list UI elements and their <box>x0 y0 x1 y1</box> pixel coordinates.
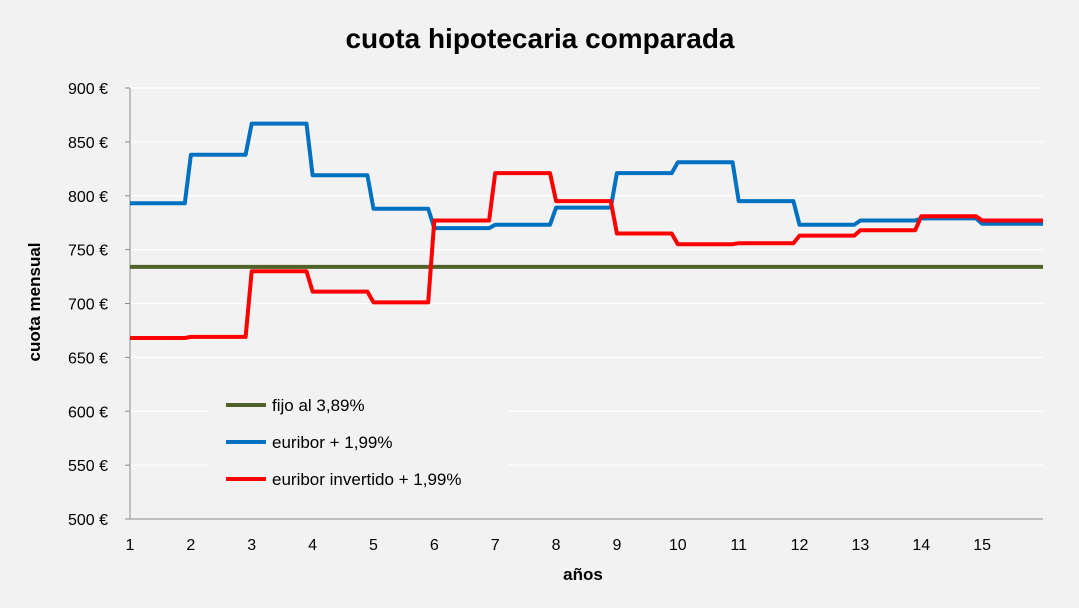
y-tick-label: 500 € <box>68 512 108 529</box>
x-tick-label: 6 <box>430 537 439 554</box>
x-tick-label: 1 <box>126 537 135 554</box>
x-tick-label: 5 <box>369 537 378 554</box>
series-line-1 <box>130 121 1043 231</box>
series-line-2 <box>130 171 1043 340</box>
legend-label: fijo al 3,89% <box>272 396 365 415</box>
chart-title: cuota hipotecaria comparada <box>345 23 734 54</box>
y-tick-label: 900 € <box>68 81 108 98</box>
x-tick-label: 13 <box>852 537 870 554</box>
legend-label: euribor + 1,99% <box>272 433 393 452</box>
x-tick-label: 9 <box>612 537 621 554</box>
x-tick-label: 3 <box>247 537 256 554</box>
x-axis-title: años <box>563 565 603 584</box>
x-tick-label: 2 <box>186 537 195 554</box>
y-tick-label: 700 € <box>68 297 108 314</box>
y-tick-label: 800 € <box>68 189 108 206</box>
x-tick-label: 15 <box>973 537 991 554</box>
legend: fijo al 3,89% euribor + 1,99% euribor inve… <box>208 386 508 500</box>
y-tick-label: 650 € <box>68 350 108 367</box>
y-tick-label: 600 € <box>68 404 108 421</box>
y-tick-label: 850 € <box>68 135 108 152</box>
x-tick-label: 4 <box>308 537 317 554</box>
x-tick-label: 12 <box>791 537 809 554</box>
y-axis-title: cuota mensual <box>25 242 44 361</box>
x-tick-label: 10 <box>669 537 687 554</box>
x-tick-label: 14 <box>912 537 930 554</box>
series-lines <box>130 121 1043 340</box>
y-tick-label: 550 € <box>68 458 108 475</box>
x-tick-label: 11 <box>730 537 747 554</box>
y-tick-label: 750 € <box>68 243 108 260</box>
axes: 500 € 550 € 600 € 650 € 700 € 750 € 800 € 850 €… <box>68 81 1043 554</box>
legend-label: euribor invertido + 1,99% <box>272 470 461 489</box>
x-tick-label: 7 <box>491 537 500 554</box>
x-tick-label: 8 <box>552 537 561 554</box>
